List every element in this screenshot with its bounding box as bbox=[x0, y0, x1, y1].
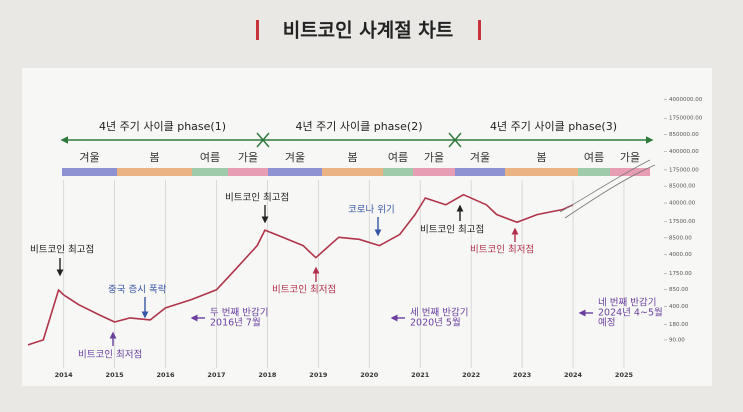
season-label: 겨울 bbox=[470, 151, 490, 164]
season-band bbox=[578, 168, 610, 176]
y-tick-label: 400000.00 bbox=[669, 149, 699, 155]
annotation-text: 비트코인 최저점 bbox=[470, 244, 534, 256]
season-band bbox=[413, 168, 455, 176]
season-band bbox=[228, 168, 268, 176]
annotation-text: 세 번째 반감기 bbox=[410, 307, 468, 319]
season-band bbox=[268, 168, 322, 176]
x-tick-label: 2021 bbox=[411, 371, 430, 379]
season-band bbox=[455, 168, 505, 176]
title-bar bbox=[256, 20, 259, 40]
season-label: 여름 bbox=[584, 151, 604, 164]
y-tick-label: 8500.00 bbox=[669, 235, 692, 241]
phase-divider bbox=[256, 132, 270, 148]
annotation-text: 중국 증시 폭락 bbox=[108, 284, 167, 296]
season-label: 봄 bbox=[536, 151, 546, 164]
annotation-text: 비트코인 최저점 bbox=[272, 284, 336, 296]
phase-divider bbox=[448, 132, 462, 148]
annotation-text: 비트코인 최고점 bbox=[420, 224, 484, 236]
season-label: 봄 bbox=[347, 151, 357, 164]
y-tick-label: 4000.00 bbox=[669, 252, 692, 258]
annotation-text: 두 번째 반감기 bbox=[210, 307, 268, 319]
y-tick-label: 850.00 bbox=[669, 287, 689, 293]
projection-scribble bbox=[559, 159, 656, 219]
y-tick-label: 180.00 bbox=[669, 322, 689, 328]
x-tick-label: 2023 bbox=[513, 371, 531, 379]
phase-label: 4년 주기 사이클 phase(3) bbox=[490, 120, 617, 133]
y-tick-label: 850000.00 bbox=[669, 132, 699, 138]
season-label: 가을 bbox=[620, 151, 640, 164]
season-band bbox=[322, 168, 383, 176]
season-band bbox=[192, 168, 228, 176]
x-tick-label: 2019 bbox=[309, 371, 328, 379]
x-tick-label: 2022 bbox=[462, 371, 480, 379]
season-label: 겨울 bbox=[285, 151, 305, 164]
x-tick-label: 2018 bbox=[258, 371, 277, 379]
y-tick-label: 17500.00 bbox=[669, 219, 696, 225]
season-band bbox=[383, 168, 413, 176]
annotation-text: 비트코인 최저점 bbox=[78, 349, 142, 361]
x-tick-label: 2025 bbox=[615, 371, 634, 379]
season-band bbox=[610, 168, 650, 176]
season-band bbox=[117, 168, 192, 176]
y-tick-label: 175000.00 bbox=[669, 167, 699, 173]
season-label: 봄 bbox=[149, 151, 159, 164]
y-tick-label: 90.00 bbox=[669, 337, 685, 343]
y-tick-label: 85000.00 bbox=[669, 184, 696, 190]
annotation-text: 2020년 5월 bbox=[410, 317, 461, 329]
season-label: 가을 bbox=[424, 151, 444, 164]
annotation-text: 비트코인 최고점 bbox=[30, 244, 94, 256]
season-label: 여름 bbox=[388, 151, 408, 164]
annotation-text: 2016년 7월 bbox=[210, 317, 261, 329]
chart-panel bbox=[22, 68, 712, 386]
title-bar bbox=[478, 20, 481, 40]
season-band bbox=[62, 168, 117, 176]
x-tick-label: 2024 bbox=[564, 371, 583, 379]
season-label: 가을 bbox=[238, 151, 258, 164]
x-tick-label: 2016 bbox=[156, 371, 175, 379]
season-band bbox=[505, 168, 578, 176]
x-tick-label: 2020 bbox=[360, 371, 379, 379]
annotation-text: 비트코인 최고점 bbox=[225, 192, 289, 204]
phase-label: 4년 주기 사이클 phase(1) bbox=[99, 120, 226, 133]
y-tick-label: 40000.00 bbox=[669, 201, 696, 207]
annotation-text: 코로나 위기 bbox=[348, 204, 395, 216]
x-tick-label: 2015 bbox=[106, 371, 125, 379]
x-tick-label: 2014 bbox=[55, 371, 74, 379]
x-tick-label: 2017 bbox=[207, 371, 225, 379]
season-label: 여름 bbox=[200, 151, 220, 164]
annotation-text: 예정 bbox=[598, 318, 615, 329]
phase-label: 4년 주기 사이클 phase(2) bbox=[296, 120, 423, 133]
annotation-text: 2024년 4~5월 bbox=[598, 307, 663, 319]
y-tick-label: 1750.00 bbox=[669, 271, 692, 277]
y-tick-label: 4000000.00 bbox=[669, 97, 703, 103]
chart-title: 비트코인 사계절 차트 bbox=[283, 20, 454, 42]
season-label: 겨울 bbox=[79, 151, 99, 164]
price-line bbox=[27, 193, 574, 346]
annotation-text: 네 번째 반감기 bbox=[598, 297, 656, 309]
y-tick-label: 400.00 bbox=[669, 304, 689, 310]
y-tick-label: 1750000.00 bbox=[669, 116, 703, 122]
